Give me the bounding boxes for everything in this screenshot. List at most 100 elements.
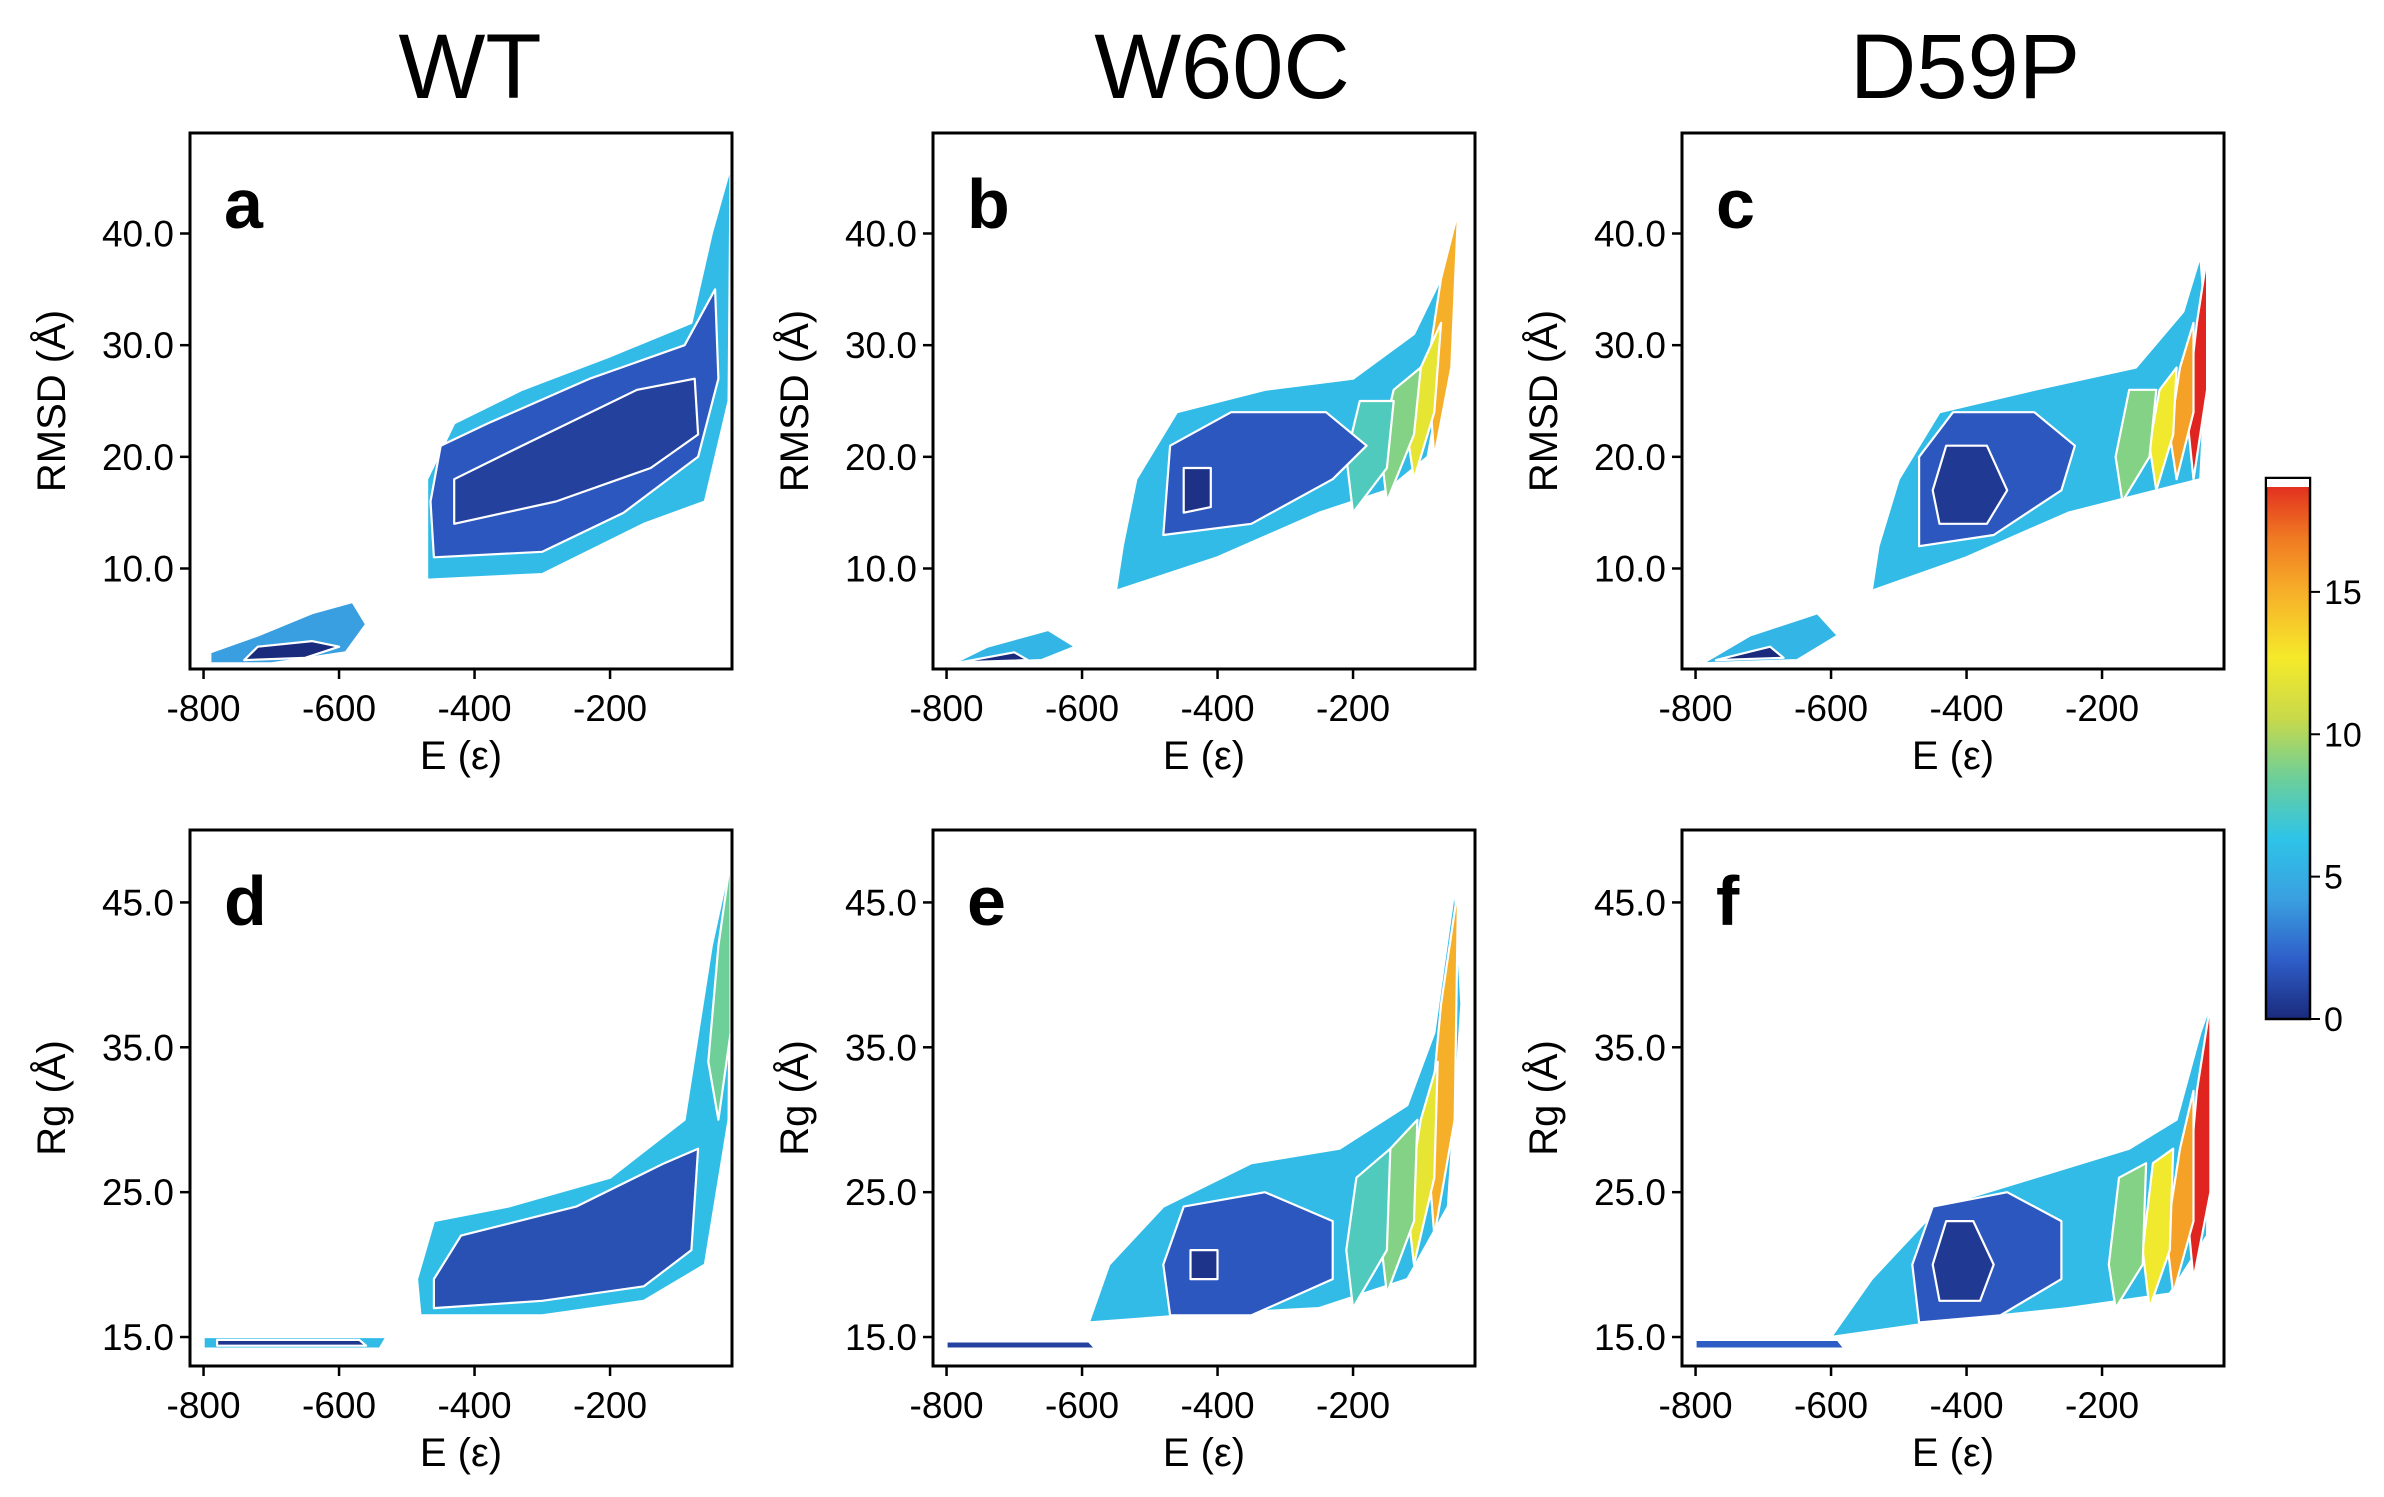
x-axis-label: E (ε) <box>420 734 502 778</box>
x-axis-label: E (ε) <box>420 1431 502 1475</box>
column-title-d59p: D59P <box>1850 16 2080 118</box>
density-region <box>432 1147 700 1310</box>
density-region <box>1931 1220 1995 1302</box>
density-region <box>1182 466 1212 514</box>
x-tick-label: -200 <box>1316 1385 1390 1426</box>
density-region <box>1694 1338 1846 1350</box>
plot-frame <box>931 828 1477 1368</box>
y-tick-label: 45.0 <box>1594 882 1666 923</box>
density-region <box>1162 1191 1334 1317</box>
x-tick-label: -400 <box>1930 688 2004 729</box>
panel-a: a -800 -600 -400 -200 10.0 20.0 30.0 40.0 E (ε) RM… <box>29 131 734 778</box>
density-regions <box>202 857 732 1350</box>
panel-e: e -800 -600 -400 -200 15.0 25.0 35.0 45.0 E (ε) Rg… <box>772 828 1477 1475</box>
y-tick-label: 35.0 <box>1594 1027 1666 1068</box>
colorbar-gradient <box>2264 476 2312 1021</box>
x-tick-label: -600 <box>1794 688 1868 729</box>
panel-letter: a <box>224 165 264 243</box>
colorbar-top-cap <box>2267 479 2309 487</box>
colorbar-tick-label: 15 <box>2324 574 2362 612</box>
y-tick-label: 25.0 <box>102 1172 174 1213</box>
x-tick-label: -800 <box>910 688 984 729</box>
x-tick-label: -400 <box>1181 1385 1255 1426</box>
x-tick-label: -800 <box>167 688 241 729</box>
y-tick-label: 15.0 <box>1594 1317 1666 1358</box>
x-tick-label: -800 <box>910 1385 984 1426</box>
panel-letter: f <box>1716 862 1740 940</box>
density-regions <box>945 886 1463 1350</box>
colorbar: 0 5 10 15 <box>2264 476 2362 1039</box>
y-tick-label: 40.0 <box>845 214 917 255</box>
y-tick-label: 20.0 <box>1594 437 1666 478</box>
density-region <box>1931 444 2009 525</box>
colorbar-tick-label: 10 <box>2324 716 2362 754</box>
y-tick-label: 10.0 <box>845 549 917 590</box>
column-title-w60c: W60C <box>1094 16 1350 118</box>
y-tick-label: 45.0 <box>102 882 174 923</box>
panel-letter: b <box>967 165 1010 243</box>
x-tick-label: -200 <box>573 1385 647 1426</box>
x-tick-label: -400 <box>438 688 512 729</box>
y-tick-label: 15.0 <box>845 1317 917 1358</box>
x-tick-label: -200 <box>573 688 647 729</box>
panel-letter: d <box>224 862 267 940</box>
x-axis-label: E (ε) <box>1163 734 1245 778</box>
y-tick-label: 15.0 <box>102 1317 174 1358</box>
density-region <box>453 377 700 525</box>
x-tick-label: -400 <box>1181 688 1255 729</box>
y-tick-label: 20.0 <box>102 437 174 478</box>
y-tick-label: 30.0 <box>102 325 174 366</box>
x-tick-label: -800 <box>1659 688 1733 729</box>
density-region <box>1345 1147 1392 1310</box>
colorbar-tick-label: 5 <box>2324 859 2343 897</box>
y-tick-label: 45.0 <box>845 882 917 923</box>
panel-f: f -800 -600 -400 -200 15.0 25.0 35.0 45.0 E (ε) Rg… <box>1521 828 2226 1475</box>
density-regions <box>209 165 732 665</box>
column-title-wt: WT <box>398 16 541 118</box>
plot-frame <box>1680 828 2226 1368</box>
x-tick-label: -200 <box>1316 688 1390 729</box>
density-region <box>2107 1162 2148 1310</box>
plot-frame <box>188 131 734 671</box>
x-tick-label: -600 <box>1045 688 1119 729</box>
y-tick-label: 35.0 <box>845 1027 917 1068</box>
y-axis-label: RMSD (Å) <box>1521 310 1566 492</box>
x-axis-label: E (ε) <box>1163 1431 1245 1475</box>
density-region <box>945 1340 1097 1350</box>
density-region <box>243 640 341 662</box>
x-tick-label: -400 <box>438 1385 512 1426</box>
density-regions <box>1694 1002 2212 1350</box>
x-tick-label: -600 <box>1045 1385 1119 1426</box>
y-tick-label: 10.0 <box>102 549 174 590</box>
y-tick-label: 10.0 <box>1594 549 1666 590</box>
y-tick-label: 30.0 <box>1594 325 1666 366</box>
density-region <box>959 651 1029 664</box>
y-tick-label: 30.0 <box>845 325 917 366</box>
density-region <box>1714 645 1785 662</box>
density-region <box>1162 411 1368 537</box>
x-tick-label: -200 <box>2065 1385 2139 1426</box>
x-tick-label: -600 <box>302 688 376 729</box>
y-tick-label: 20.0 <box>845 437 917 478</box>
y-axis-label: RMSD (Å) <box>29 310 74 492</box>
y-tick-label: 35.0 <box>102 1027 174 1068</box>
plot-frame <box>188 828 734 1368</box>
panel-b: b -800 -600 -400 -200 10.0 20.0 30.0 40.0 E (ε) RM… <box>772 131 1477 778</box>
panel-letter: c <box>1716 165 1755 243</box>
y-axis-label: Rg (Å) <box>29 1040 74 1156</box>
density-region <box>2114 388 2158 503</box>
density-region <box>1701 612 1839 665</box>
density-region <box>1189 1249 1219 1281</box>
density-regions <box>1701 254 2209 665</box>
density-region <box>707 857 732 1121</box>
panel-c: c -800 -600 -400 -200 10.0 20.0 30.0 40.0 E (ε) RM… <box>1521 131 2226 778</box>
y-tick-label: 40.0 <box>1594 214 1666 255</box>
x-tick-label: -800 <box>1659 1385 1733 1426</box>
x-axis-label: E (ε) <box>1912 734 1994 778</box>
x-axis-label: E (ε) <box>1912 1431 1994 1475</box>
x-tick-label: -800 <box>167 1385 241 1426</box>
x-tick-label: -200 <box>2065 688 2139 729</box>
density-regions <box>952 210 1460 665</box>
y-tick-label: 25.0 <box>1594 1172 1666 1213</box>
